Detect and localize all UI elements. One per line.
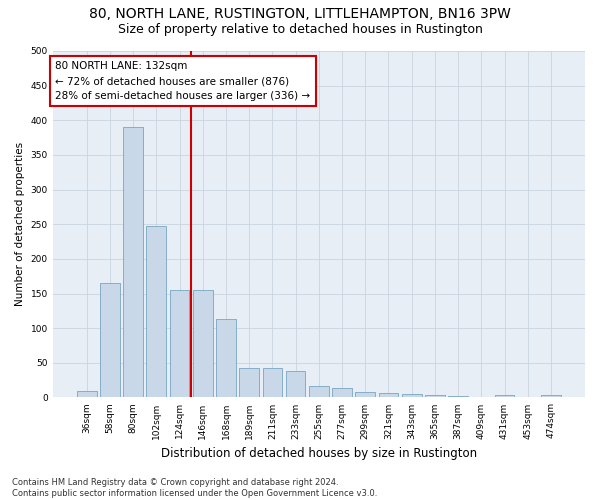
Bar — [239, 368, 259, 398]
Bar — [425, 394, 445, 398]
Bar — [541, 394, 561, 398]
X-axis label: Distribution of detached houses by size in Rustington: Distribution of detached houses by size … — [161, 447, 477, 460]
Bar — [309, 386, 329, 398]
Bar — [100, 283, 120, 398]
Bar — [146, 226, 166, 398]
Bar — [332, 388, 352, 398]
Y-axis label: Number of detached properties: Number of detached properties — [15, 142, 25, 306]
Text: 80 NORTH LANE: 132sqm
← 72% of detached houses are smaller (876)
28% of semi-det: 80 NORTH LANE: 132sqm ← 72% of detached … — [55, 62, 310, 101]
Bar — [216, 319, 236, 398]
Bar — [77, 390, 97, 398]
Bar — [193, 290, 212, 398]
Bar — [494, 396, 514, 398]
Bar — [286, 371, 305, 398]
Bar — [170, 290, 190, 398]
Bar — [263, 368, 282, 398]
Bar — [379, 392, 398, 398]
Bar — [123, 127, 143, 398]
Text: Contains HM Land Registry data © Crown copyright and database right 2024.
Contai: Contains HM Land Registry data © Crown c… — [12, 478, 377, 498]
Bar — [448, 396, 468, 398]
Bar — [355, 392, 375, 398]
Text: Size of property relative to detached houses in Rustington: Size of property relative to detached ho… — [118, 22, 482, 36]
Text: 80, NORTH LANE, RUSTINGTON, LITTLEHAMPTON, BN16 3PW: 80, NORTH LANE, RUSTINGTON, LITTLEHAMPTO… — [89, 8, 511, 22]
Bar — [402, 394, 422, 398]
